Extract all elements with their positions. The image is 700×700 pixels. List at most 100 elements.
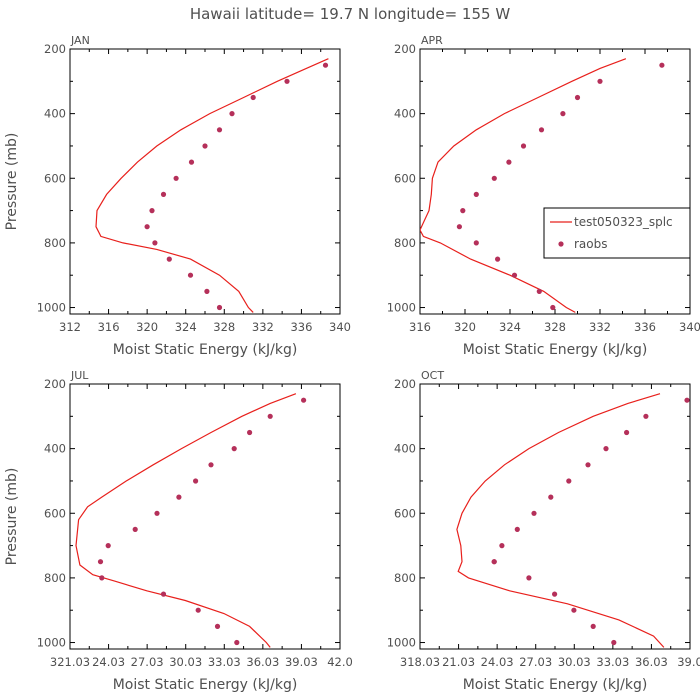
x-axis-label: Moist Static Energy (kJ/kg) bbox=[113, 342, 298, 358]
raob-point bbox=[491, 559, 497, 565]
panel-apr: APR 200 400 600 800 1000 316 320 324 328 332 336 340… bbox=[387, 34, 700, 358]
raob-point bbox=[234, 639, 240, 646]
raob-point bbox=[250, 94, 256, 101]
raob-point bbox=[202, 143, 208, 149]
y-tick-label: 200 bbox=[394, 377, 416, 391]
raob-point bbox=[166, 256, 172, 262]
x-tick-label: 324 bbox=[175, 320, 197, 334]
y-axis-label: Pressure (mb) bbox=[4, 133, 20, 231]
panel-oct: OCT 200 400 600 800 1000 318.03 21.03 24.03 27.03… bbox=[387, 369, 700, 693]
raob-point bbox=[643, 413, 649, 419]
x-tick-label: 27.03 bbox=[519, 655, 552, 669]
x-tick-label: 321.03 bbox=[50, 655, 90, 669]
raob-point bbox=[216, 304, 223, 311]
raob-point bbox=[499, 543, 505, 549]
raob-point bbox=[590, 623, 596, 630]
x-tick-label: 320 bbox=[454, 320, 476, 334]
legend-obs-swatch bbox=[558, 241, 564, 247]
model-series-line bbox=[75, 393, 297, 648]
x-tick-label: 33.03 bbox=[596, 655, 629, 669]
x-tick-label: 332 bbox=[252, 320, 274, 334]
raob-point bbox=[214, 623, 221, 630]
raob-point bbox=[173, 175, 179, 181]
x-tick-label: 316 bbox=[98, 320, 120, 334]
raob-point bbox=[473, 191, 479, 197]
y-tick-label: 200 bbox=[44, 42, 66, 56]
x-axis-label: Moist Static Energy (kJ/kg) bbox=[463, 342, 648, 358]
raob-point bbox=[684, 397, 690, 403]
raob-point bbox=[144, 224, 150, 230]
y-tick-label: 800 bbox=[394, 236, 416, 250]
x-tick-label: 33.03 bbox=[208, 655, 241, 669]
raob-point bbox=[526, 575, 532, 581]
x-tick-label: 336 bbox=[290, 320, 312, 334]
x-tick-label: 340 bbox=[329, 320, 351, 334]
raob-point bbox=[152, 240, 158, 246]
chart-main-title: Hawaii latitude= 19.7 N longitude= 155 W bbox=[190, 5, 510, 23]
raob-point bbox=[538, 127, 545, 133]
raob-point bbox=[229, 111, 235, 117]
panel-title: JAN bbox=[70, 34, 90, 47]
x-tick-label: 324 bbox=[499, 320, 521, 334]
x-axis-label: Moist Static Energy (kJ/kg) bbox=[113, 677, 298, 693]
panel-title: OCT bbox=[421, 369, 444, 382]
raob-point bbox=[514, 526, 520, 533]
raob-point bbox=[659, 62, 665, 68]
legend-box bbox=[543, 207, 691, 259]
x-tick-label: 36.03 bbox=[635, 655, 668, 669]
raob-point bbox=[322, 62, 329, 68]
y-tick-label: 400 bbox=[44, 442, 66, 456]
x-tick-label: 316 bbox=[409, 320, 431, 334]
x-tick-label: 30.03 bbox=[558, 655, 591, 669]
y-tick-label: 200 bbox=[44, 377, 66, 391]
panel-title: JUL bbox=[70, 369, 89, 382]
model-series-line bbox=[456, 393, 665, 648]
x-axis-label: Moist Static Energy (kJ/kg) bbox=[463, 677, 648, 693]
raob-point bbox=[566, 478, 572, 484]
x-tick-label: 332 bbox=[589, 320, 611, 334]
raob-point bbox=[176, 494, 182, 500]
x-tick-label: 39.0 bbox=[677, 655, 700, 669]
y-axis-label: Pressure (mb) bbox=[4, 468, 20, 566]
legend-obs-label: raobs bbox=[574, 237, 608, 251]
x-tick-label: 39.03 bbox=[285, 655, 318, 669]
raob-point bbox=[267, 413, 273, 419]
y-tick-label: 400 bbox=[44, 107, 66, 121]
raob-point bbox=[195, 607, 201, 613]
raob-point bbox=[99, 575, 105, 581]
raob-point bbox=[208, 462, 214, 468]
y-tick-label: 600 bbox=[44, 506, 66, 520]
x-tick-label: 30.03 bbox=[169, 655, 202, 669]
raob-point bbox=[585, 462, 591, 468]
raob-point bbox=[611, 639, 617, 646]
y-tick-label: 800 bbox=[44, 236, 66, 250]
raob-point bbox=[188, 159, 195, 165]
panel-jan: JAN 200 400 600 800 1000 312 316 320 324 328 332 336… bbox=[4, 34, 351, 358]
panels-container: JAN 200 400 600 800 1000 312 316 320 324 328 332 336… bbox=[4, 34, 700, 693]
raob-point bbox=[597, 78, 603, 84]
y-tick-label: 1000 bbox=[37, 301, 66, 315]
raob-point bbox=[160, 591, 167, 597]
y-tick-label: 600 bbox=[394, 506, 416, 520]
x-tick-label: 336 bbox=[634, 320, 656, 334]
y-tick-label: 600 bbox=[394, 171, 416, 185]
y-tick-label: 400 bbox=[394, 442, 416, 456]
y-tick-label: 200 bbox=[394, 42, 416, 56]
raob-point bbox=[231, 446, 237, 452]
x-tick-label: 340 bbox=[679, 320, 700, 334]
raob-point bbox=[548, 494, 554, 500]
raob-point bbox=[105, 543, 111, 549]
raob-point bbox=[284, 78, 290, 84]
x-tick-label: 42.0 bbox=[327, 655, 353, 669]
panel-jul: JUL 200 400 600 800 1000 321.03 24.03 27.03 30.03… bbox=[4, 369, 353, 693]
panel-title: APR bbox=[421, 34, 443, 47]
y-tick-label: 1000 bbox=[387, 636, 416, 650]
raob-point bbox=[193, 478, 199, 484]
raob-point bbox=[495, 256, 501, 262]
raob-point bbox=[574, 94, 581, 101]
x-tick-label: 328 bbox=[213, 320, 235, 334]
raob-point bbox=[531, 510, 537, 516]
legend-model-label: test050323_splc bbox=[574, 215, 673, 229]
raob-point bbox=[154, 510, 160, 516]
